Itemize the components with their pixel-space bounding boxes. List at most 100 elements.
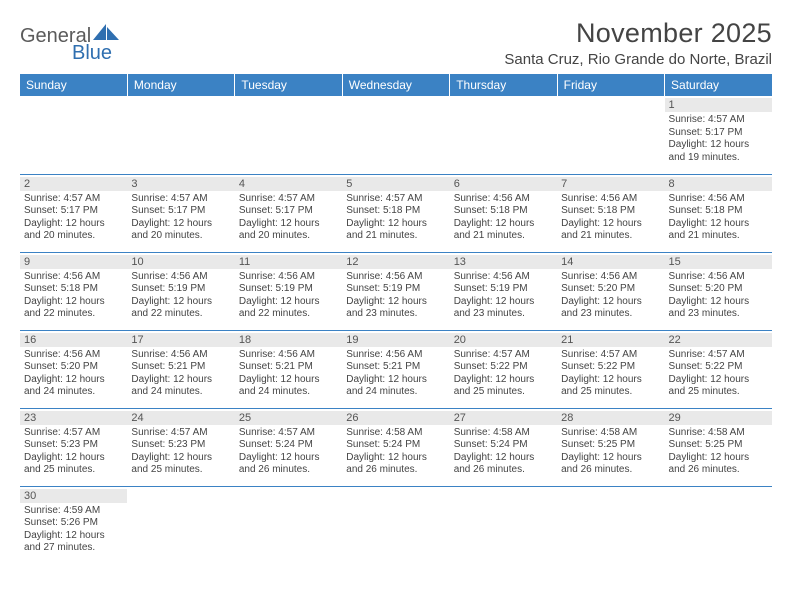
day-number: 6 <box>450 177 557 191</box>
day-info: Sunrise: 4:56 AMSunset: 5:18 PMDaylight:… <box>669 193 768 243</box>
calendar-day-cell <box>342 486 449 564</box>
sunset-text: Sunset: 5:17 PM <box>24 205 123 218</box>
calendar-day-cell <box>342 96 449 174</box>
calendar-day-cell <box>557 96 664 174</box>
sunset-text: Sunset: 5:22 PM <box>561 361 660 374</box>
day-number: 12 <box>342 255 449 269</box>
sunset-text: Sunset: 5:24 PM <box>239 439 338 452</box>
day-info: Sunrise: 4:57 AMSunset: 5:23 PMDaylight:… <box>131 427 230 477</box>
day-number: 3 <box>127 177 234 191</box>
day-info: Sunrise: 4:57 AMSunset: 5:24 PMDaylight:… <box>239 427 338 477</box>
calendar-day-cell: 23Sunrise: 4:57 AMSunset: 5:23 PMDayligh… <box>20 408 127 486</box>
calendar-day-cell: 1Sunrise: 4:57 AMSunset: 5:17 PMDaylight… <box>665 96 772 174</box>
calendar-day-cell: 25 Sunrise: 4:57 AMSunset: 5:24 PMDayligh… <box>235 408 342 486</box>
calendar-day-cell: 29Sunrise: 4:58 AMSunset: 5:25 PMDayligh… <box>665 408 772 486</box>
sunrise-text: Sunrise: 4:57 AM <box>131 427 230 440</box>
day-number <box>342 98 449 100</box>
day-number: 14 <box>557 255 664 269</box>
calendar-week-row: 9 Sunrise: 4:56 AM Sunset: 5:18 PM Daylight… <box>20 252 772 330</box>
sunrise-text: Sunrise: 4:56 AM <box>131 349 230 362</box>
day-info: Sunrise: 4:56 AMSunset: 5:20 PMDaylight:… <box>24 349 123 399</box>
sunset-text: Sunset: 5:25 PM <box>669 439 768 452</box>
daylight-text: Daylight: 12 hours and 24 minutes. <box>24 374 123 399</box>
daylight-text: Daylight: 12 hours and 20 minutes. <box>131 218 230 243</box>
sunrise-text: Sunrise: 4:56 AM <box>131 271 230 284</box>
daylight-text: Daylight: 12 hours and 25 minutes. <box>24 452 123 477</box>
day-number: 9 <box>20 255 127 269</box>
daylight-text: Daylight: 12 hours and 19 minutes. <box>669 139 768 164</box>
day-number: 26 <box>342 411 449 425</box>
sunset-text: Sunset: 5:18 PM <box>561 205 660 218</box>
calendar-week-row: 23Sunrise: 4:57 AMSunset: 5:23 PMDayligh… <box>20 408 772 486</box>
day-info: Sunrise: 4:57 AMSunset: 5:22 PMDaylight:… <box>561 349 660 399</box>
day-number: 25 <box>235 411 342 425</box>
sunrise-text: Sunrise: 4:57 AM <box>561 349 660 362</box>
daylight-text: Daylight: 12 hours and 23 minutes. <box>346 296 445 321</box>
calendar-week-row: 16Sunrise: 4:56 AMSunset: 5:20 PMDayligh… <box>20 330 772 408</box>
day-number <box>665 489 772 491</box>
calendar-day-cell: 4Sunrise: 4:57 AMSunset: 5:17 PMDaylight… <box>235 174 342 252</box>
sunset-text: Sunset: 5:19 PM <box>131 283 230 296</box>
calendar-day-cell: 3 Sunrise: 4:57 AMSunset: 5:17 PMDaylight… <box>127 174 234 252</box>
sunrise-text: Sunrise: 4:57 AM <box>669 114 768 127</box>
calendar-week-row: 1Sunrise: 4:57 AMSunset: 5:17 PMDaylight… <box>20 96 772 174</box>
calendar-day-cell: 17Sunrise: 4:56 AMSunset: 5:21 PMDayligh… <box>127 330 234 408</box>
calendar-day-cell: 30Sunrise: 4:59 AMSunset: 5:26 PMDayligh… <box>20 486 127 564</box>
daylight-text: Daylight: 12 hours and 25 minutes. <box>669 374 768 399</box>
sunrise-text: Sunrise: 4:56 AM <box>561 193 660 206</box>
daylight-text: Daylight: 12 hours and 26 minutes. <box>346 452 445 477</box>
day-number: 8 <box>665 177 772 191</box>
day-number <box>450 489 557 491</box>
weekday-header: Saturday <box>665 74 772 96</box>
day-info: Sunrise: 4:56 AMSunset: 5:21 PMDaylight:… <box>346 349 445 399</box>
calendar-day-cell: 10Sunrise: 4:56 AMSunset: 5:19 PMDayligh… <box>127 252 234 330</box>
daylight-text: Daylight: 12 hours and 24 minutes. <box>239 374 338 399</box>
day-number: 22 <box>665 333 772 347</box>
calendar-day-cell: 22Sunrise: 4:57 AMSunset: 5:22 PMDayligh… <box>665 330 772 408</box>
sunrise-text: Sunrise: 4:56 AM <box>669 193 768 206</box>
day-number: 11 <box>235 255 342 269</box>
sunrise-text: Sunrise: 4:56 AM <box>669 271 768 284</box>
sunrise-text: Sunrise: 4:56 AM <box>454 271 553 284</box>
sunrise-text: Sunrise: 4:59 AM <box>24 505 123 518</box>
day-info: Sunrise: 4:56 AMSunset: 5:20 PMDaylight:… <box>669 271 768 321</box>
calendar-day-cell: 19Sunrise: 4:56 AMSunset: 5:21 PMDayligh… <box>342 330 449 408</box>
sunrise-text: Sunrise: 4:57 AM <box>239 427 338 440</box>
calendar-day-cell: 27Sunrise: 4:58 AMSunset: 5:24 PMDayligh… <box>450 408 557 486</box>
calendar-day-cell: 8 Sunrise: 4:56 AMSunset: 5:18 PMDaylight… <box>665 174 772 252</box>
calendar-day-cell <box>450 96 557 174</box>
sunset-text: Sunset: 5:18 PM <box>24 283 123 296</box>
day-info: Sunrise: 4:57 AMSunset: 5:17 PMDaylight:… <box>131 193 230 243</box>
sunset-text: Sunset: 5:23 PM <box>24 439 123 452</box>
day-info: Sunrise: 4:56 AMSunset: 5:20 PMDaylight:… <box>561 271 660 321</box>
day-number: 17 <box>127 333 234 347</box>
sunset-text: Sunset: 5:24 PM <box>454 439 553 452</box>
daylight-text: Daylight: 12 hours and 25 minutes. <box>454 374 553 399</box>
sunset-text: Sunset: 5:19 PM <box>454 283 553 296</box>
sunset-text: Sunset: 5:20 PM <box>561 283 660 296</box>
day-number: 4 <box>235 177 342 191</box>
logo: GeneralBlue <box>20 24 119 65</box>
page: GeneralBlue November 2025 Santa Cruz, Ri… <box>0 0 792 574</box>
day-number: 24 <box>127 411 234 425</box>
calendar-header-row: SundayMondayTuesdayWednesdayThursdayFrid… <box>20 74 772 96</box>
day-number: 1 <box>665 98 772 112</box>
sunset-text: Sunset: 5:17 PM <box>239 205 338 218</box>
daylight-text: Daylight: 12 hours and 23 minutes. <box>561 296 660 321</box>
daylight-text: Daylight: 12 hours and 23 minutes. <box>669 296 768 321</box>
day-number: 10 <box>127 255 234 269</box>
logo-text-blue: Blue <box>72 42 112 64</box>
calendar-day-cell: 7Sunrise: 4:56 AMSunset: 5:18 PMDaylight… <box>557 174 664 252</box>
sunset-text: Sunset: 5:18 PM <box>346 205 445 218</box>
weekday-header: Sunday <box>20 74 127 96</box>
calendar-day-cell: 16Sunrise: 4:56 AMSunset: 5:20 PMDayligh… <box>20 330 127 408</box>
daylight-text: Daylight: 12 hours and 20 minutes. <box>239 218 338 243</box>
calendar-day-cell: 12Sunrise: 4:56 AMSunset: 5:19 PMDayligh… <box>342 252 449 330</box>
calendar-day-cell: 26Sunrise: 4:58 AMSunset: 5:24 PMDayligh… <box>342 408 449 486</box>
day-number <box>235 98 342 100</box>
sunset-text: Sunset: 5:21 PM <box>131 361 230 374</box>
day-number: 23 <box>20 411 127 425</box>
daylight-text: Daylight: 12 hours and 26 minutes. <box>561 452 660 477</box>
calendar-day-cell <box>557 486 664 564</box>
calendar-table: SundayMondayTuesdayWednesdayThursdayFrid… <box>20 74 772 564</box>
